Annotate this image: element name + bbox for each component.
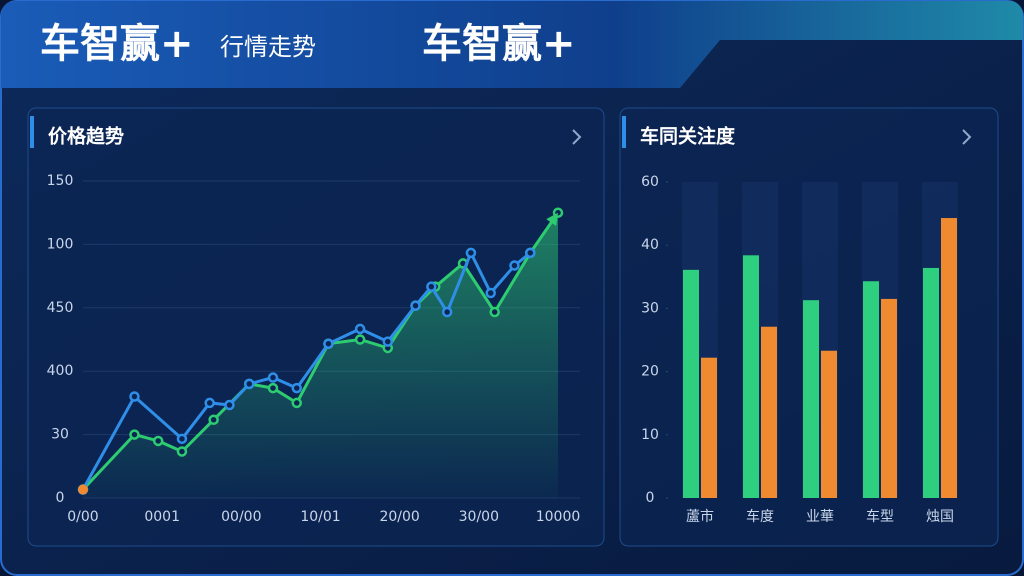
x-tick-label: 00/00 — [221, 509, 261, 525]
point — [152, 435, 164, 447]
point — [291, 397, 302, 409]
point — [509, 260, 520, 271]
panel-accent — [622, 116, 626, 148]
y-tick-label: 400 — [47, 363, 74, 379]
series-line — [81, 251, 532, 491]
bar — [863, 281, 879, 498]
header-bar — [1, 1, 1023, 88]
bar — [683, 269, 699, 498]
point — [426, 281, 437, 292]
x-tick-label: 30/00 — [459, 509, 499, 525]
y-tick-label: 10 — [641, 427, 659, 443]
bar — [923, 267, 939, 498]
point — [176, 433, 188, 445]
y-tick-label: 150 — [47, 173, 74, 189]
y-tick-label: 450 — [47, 300, 74, 316]
panel-title: 价格趋势 — [48, 125, 124, 148]
x-tick-label: 20/00 — [379, 509, 419, 525]
point — [382, 336, 394, 347]
bar — [743, 255, 759, 498]
x-tick-label: 10/01 — [300, 509, 340, 525]
more-icon[interactable] — [572, 129, 582, 145]
bar — [881, 298, 897, 498]
x-tick-label: 车度 — [746, 508, 774, 525]
point — [267, 372, 279, 383]
header-subtitle: 行情走势 — [220, 33, 316, 61]
point — [410, 300, 421, 311]
y-tick-label: 30 — [641, 300, 659, 316]
x-tick-label: 业華 — [806, 509, 834, 525]
point — [291, 382, 302, 394]
point — [465, 247, 477, 259]
point — [525, 247, 536, 259]
point — [176, 446, 188, 457]
point — [323, 338, 334, 349]
point — [485, 287, 496, 299]
y-tick-label: 0 — [646, 490, 655, 506]
header-brand: 车智赢+ — [422, 21, 576, 67]
bar — [821, 350, 837, 498]
bar — [761, 326, 777, 498]
point — [354, 334, 366, 345]
arrow-head — [546, 212, 558, 226]
y-tick-label: 20 — [641, 364, 659, 380]
x-tick-label: 车型 — [866, 508, 894, 525]
x-tick-label: 蘆市 — [686, 508, 714, 525]
point — [129, 391, 140, 402]
point — [354, 323, 366, 335]
point — [204, 397, 215, 409]
point — [489, 306, 500, 318]
point — [129, 429, 140, 440]
point — [441, 306, 453, 318]
bar — [701, 357, 717, 498]
y-tick-label: 30 — [51, 427, 69, 443]
bar — [803, 300, 819, 498]
x-tick-label: 0/00 — [67, 509, 98, 525]
point — [208, 414, 219, 426]
x-tick-label: 烛国 — [926, 509, 954, 525]
y-tick-label: 40 — [641, 237, 659, 253]
y-tick-label: 60 — [641, 174, 659, 190]
header-title: 车智赢+ — [40, 21, 194, 67]
origin-dot — [78, 484, 88, 495]
panel-accent — [30, 116, 34, 148]
point — [267, 382, 279, 394]
x-tick-label: 10000 — [536, 509, 581, 525]
panel-title: 车同关注度 — [640, 125, 736, 148]
y-tick-label: 100 — [47, 236, 74, 252]
point — [224, 399, 235, 411]
x-tick-label: 0001 — [144, 509, 180, 525]
y-tick-label: 0 — [56, 490, 65, 506]
bar — [941, 218, 957, 499]
point — [244, 378, 255, 390]
more-icon[interactable] — [962, 129, 972, 145]
